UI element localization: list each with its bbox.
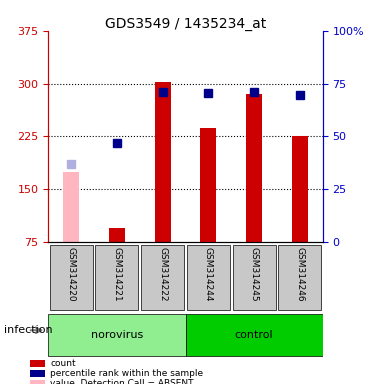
Bar [141, 245, 184, 310]
Text: GSM314246: GSM314246 [295, 247, 304, 302]
Text: infection: infection [4, 325, 52, 335]
Text: percentile rank within the sample: percentile rank within the sample [50, 369, 203, 378]
Text: GSM314221: GSM314221 [112, 247, 121, 302]
Text: GSM314220: GSM314220 [67, 247, 76, 302]
Bar [95, 245, 138, 310]
Bar [292, 136, 308, 242]
Text: norovirus: norovirus [91, 330, 143, 340]
Bar [233, 245, 276, 310]
Bar [50, 245, 93, 310]
Bar [155, 82, 171, 242]
Bar [109, 228, 125, 242]
Text: control: control [235, 330, 273, 340]
Bar [186, 314, 323, 356]
Text: value, Detection Call = ABSENT: value, Detection Call = ABSENT [50, 379, 194, 384]
Bar [246, 94, 262, 242]
Bar [278, 245, 321, 310]
Text: GDS3549 / 1435234_at: GDS3549 / 1435234_at [105, 17, 266, 31]
Bar [48, 314, 186, 356]
Text: count: count [50, 359, 76, 368]
Bar [187, 245, 230, 310]
Bar [63, 172, 79, 242]
Text: GSM314245: GSM314245 [250, 247, 259, 302]
Bar [200, 128, 216, 242]
Text: GSM314222: GSM314222 [158, 247, 167, 302]
Text: GSM314244: GSM314244 [204, 247, 213, 302]
